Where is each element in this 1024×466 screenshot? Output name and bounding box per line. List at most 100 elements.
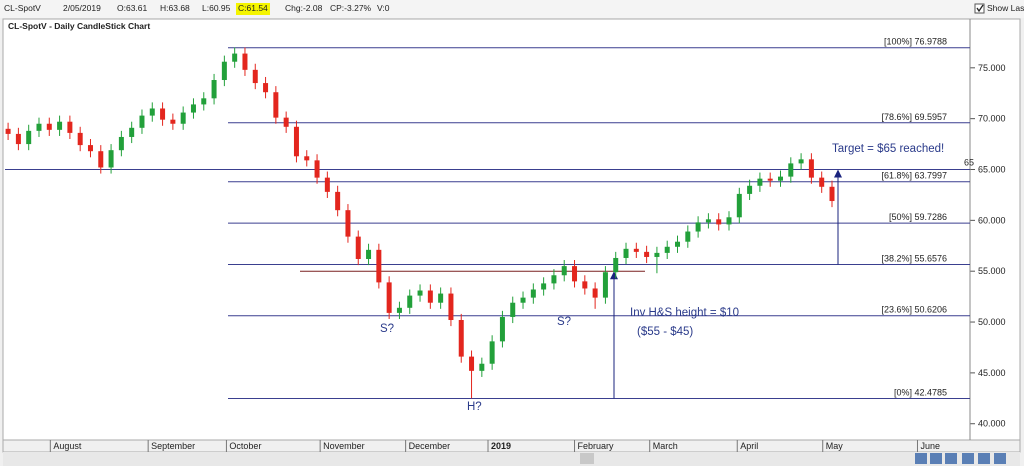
candle-body (386, 282, 392, 313)
candle (57, 115, 63, 136)
candle (458, 313, 464, 363)
candle (345, 204, 351, 243)
candle-body (582, 281, 588, 289)
candle-body (139, 115, 145, 128)
candle (448, 287, 454, 327)
candle-body (324, 177, 330, 192)
candle-body (15, 133, 21, 145)
candle-body (293, 126, 299, 157)
candle (283, 111, 289, 133)
candle (582, 275, 588, 295)
candle-body (67, 121, 73, 133)
x-tick-label: November (323, 441, 365, 451)
candle (335, 185, 341, 217)
y-tick-label: 40.000 (978, 419, 1006, 429)
candle-body (118, 136, 124, 151)
fib-label: [100%] 76.9788 (884, 37, 947, 47)
candle (747, 179, 753, 201)
candle-body (644, 251, 650, 257)
close: C:61.54 (238, 3, 268, 13)
annotation: H? (467, 401, 482, 413)
candle-body (417, 290, 423, 296)
candle-body (829, 186, 835, 202)
candle (726, 211, 732, 231)
candle (561, 260, 567, 282)
candle (386, 276, 392, 319)
candle-body (489, 341, 495, 364)
candle-body (345, 210, 351, 237)
y-tick-label: 45.000 (978, 368, 1006, 378)
candle-body (314, 160, 320, 178)
candle (252, 63, 258, 90)
candle-body (438, 293, 444, 303)
candle (778, 170, 784, 187)
candle (304, 150, 310, 167)
candle-body (304, 156, 310, 161)
candle (242, 47, 248, 76)
candle-body (808, 159, 814, 178)
fib-label: [0%] 42.4785 (894, 388, 947, 398)
candle-body (736, 193, 742, 218)
candle (675, 235, 681, 253)
annotation: S? (557, 316, 571, 328)
candle-body (5, 128, 11, 134)
y-tick-label: 65.000 (978, 165, 1006, 175)
nav-button[interactable] (994, 453, 1006, 464)
candle (757, 172, 763, 192)
candle (788, 157, 794, 183)
candle (180, 106, 186, 130)
candle (623, 242, 629, 265)
candle-body (26, 130, 32, 145)
candle-body (283, 117, 289, 127)
candle-body (190, 104, 196, 113)
candle (489, 335, 495, 370)
candle (293, 120, 299, 163)
fib-label: [50%] 59.7286 (889, 212, 947, 222)
candle-body (654, 252, 660, 257)
candle (87, 138, 93, 158)
candle (407, 289, 413, 314)
candle-body (211, 80, 217, 99)
candle-body (160, 108, 166, 120)
candle-body (664, 246, 670, 253)
x-tick-label: April (740, 441, 758, 451)
candle-body (407, 295, 413, 308)
nav-button[interactable] (945, 453, 957, 464)
show-last-checkbox[interactable] (974, 3, 985, 14)
candle-body (355, 236, 361, 259)
nav-button[interactable] (915, 453, 927, 464)
candle (829, 180, 835, 208)
candle (685, 225, 691, 248)
annotation: Inv H&S height = $10 (630, 307, 739, 319)
candle (67, 115, 73, 139)
candle (767, 172, 773, 187)
candle (46, 117, 52, 136)
candle-body (57, 121, 63, 130)
fib-label: [38.2%] 55.6576 (881, 254, 947, 264)
candle (108, 144, 114, 174)
scroll-thumb[interactable] (580, 453, 594, 464)
show-last-label[interactable]: Show Last (987, 3, 1024, 13)
candle-body (788, 163, 794, 177)
nav-button[interactable] (962, 453, 974, 464)
candle-body (767, 178, 773, 181)
candle (664, 240, 670, 259)
candle (376, 243, 382, 289)
candle (396, 301, 402, 319)
x-tick-label: August (53, 441, 82, 451)
nav-button[interactable] (930, 453, 942, 464)
symbol: CL-SpotV (4, 3, 41, 13)
scrollbar[interactable] (3, 452, 1020, 466)
candle-body (561, 266, 567, 276)
candle (479, 357, 485, 377)
toolbar (0, 0, 1024, 18)
nav-button[interactable] (978, 453, 990, 464)
candle-body (520, 297, 526, 303)
candle-body (819, 177, 825, 187)
volume: V:0 (377, 3, 390, 13)
candle (263, 76, 269, 99)
x-tick-label: May (826, 441, 844, 451)
candle-body (376, 249, 382, 283)
candle-body (36, 123, 42, 131)
